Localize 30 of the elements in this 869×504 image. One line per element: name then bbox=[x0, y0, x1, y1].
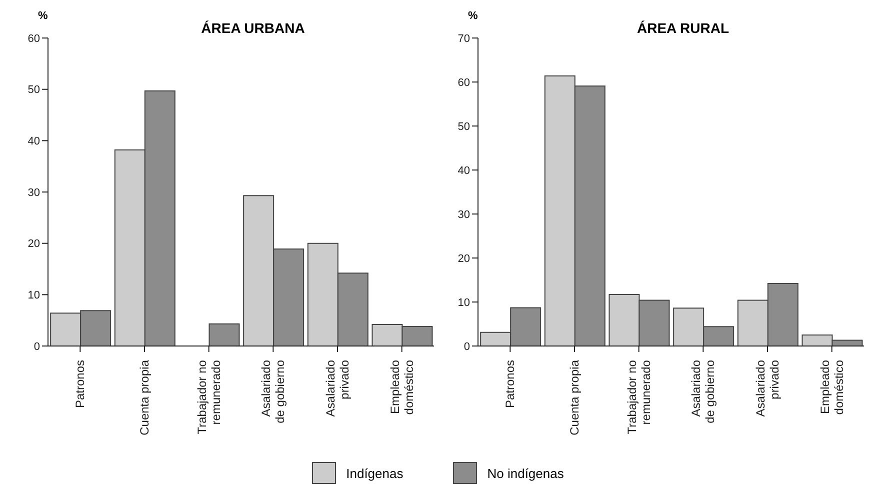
y-tick-label: 30 bbox=[28, 186, 40, 199]
y-tick-label: 20 bbox=[28, 238, 40, 250]
y-tick-label: 0 bbox=[464, 340, 470, 353]
legend-label: No indígenas bbox=[487, 466, 564, 480]
x-tick-label: Patronos bbox=[503, 360, 518, 408]
y-tick-label: 30 bbox=[458, 208, 470, 221]
y-tick-label: 40 bbox=[458, 164, 470, 177]
y-tick-label: 10 bbox=[28, 290, 40, 302]
x-tick-label: Asalariado privado bbox=[324, 360, 352, 417]
y-tick-label: 50 bbox=[458, 120, 470, 133]
chart-title: ÁREA RURAL bbox=[636, 20, 730, 36]
chart-title: ÁREA URBANA bbox=[200, 20, 306, 36]
x-tick-label: Cuenta propia bbox=[138, 360, 152, 436]
y-axis-title: % bbox=[468, 10, 478, 22]
y-tick-label: 60 bbox=[28, 32, 40, 45]
x-tick-label: Patronos bbox=[73, 360, 88, 408]
x-tick-label: Cuenta propia bbox=[568, 360, 582, 436]
y-tick-label: 70 bbox=[458, 32, 470, 45]
y-tick-label: 40 bbox=[28, 136, 40, 148]
y-axis-title: % bbox=[38, 10, 48, 22]
legend-label: Indígenas bbox=[346, 466, 404, 480]
y-tick-label: 20 bbox=[458, 252, 470, 265]
x-tick-label: Trabajador no remunerado bbox=[194, 360, 223, 434]
y-tick-label: 0 bbox=[34, 340, 40, 353]
y-tick-label: 60 bbox=[458, 76, 470, 89]
x-tick-label: Trabajador no remunerado bbox=[624, 360, 653, 434]
bar bbox=[208, 323, 240, 346]
y-tick-label: 50 bbox=[28, 84, 40, 96]
y-tick-label: 10 bbox=[458, 296, 470, 309]
x-tick-label: Asalariado privado bbox=[754, 360, 782, 417]
